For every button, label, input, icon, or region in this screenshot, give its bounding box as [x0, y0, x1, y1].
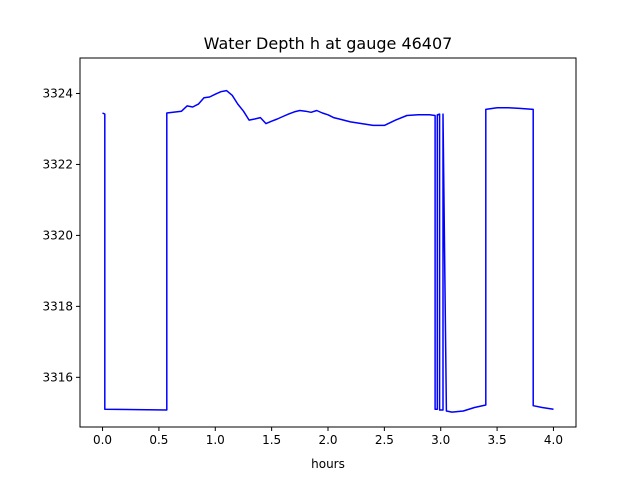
y-tick-label: 3320 [42, 228, 73, 242]
x-tick-label: 3.0 [431, 433, 450, 447]
y-tick-label: 3322 [42, 157, 73, 171]
chart-title: Water Depth h at gauge 46407 [204, 34, 453, 53]
series-line-0 [102, 89, 554, 413]
x-axis-label: hours [311, 457, 345, 471]
plot-frame [79, 57, 577, 428]
axes: 0.0 0.5 1.0 1.5 2.0 2.5 3.0 3.5 4.0 3316 3318 3320 3… [42, 57, 577, 447]
x-tick-label: 0.0 [93, 433, 112, 447]
x-tick-label: 3.5 [488, 433, 507, 447]
x-tick-label: 2.5 [375, 433, 394, 447]
y-tick-label: 3318 [42, 299, 73, 313]
x-tick-label: 4.0 [544, 433, 563, 447]
x-tick-label: 2.0 [318, 433, 337, 447]
y-tick-label: 3316 [42, 370, 73, 384]
y-tick-label: 3324 [42, 86, 73, 100]
x-tick-label: 1.5 [262, 433, 281, 447]
x-tick-label: 0.5 [149, 433, 168, 447]
plot-area [102, 89, 554, 413]
x-tick-label: 1.0 [206, 433, 225, 447]
